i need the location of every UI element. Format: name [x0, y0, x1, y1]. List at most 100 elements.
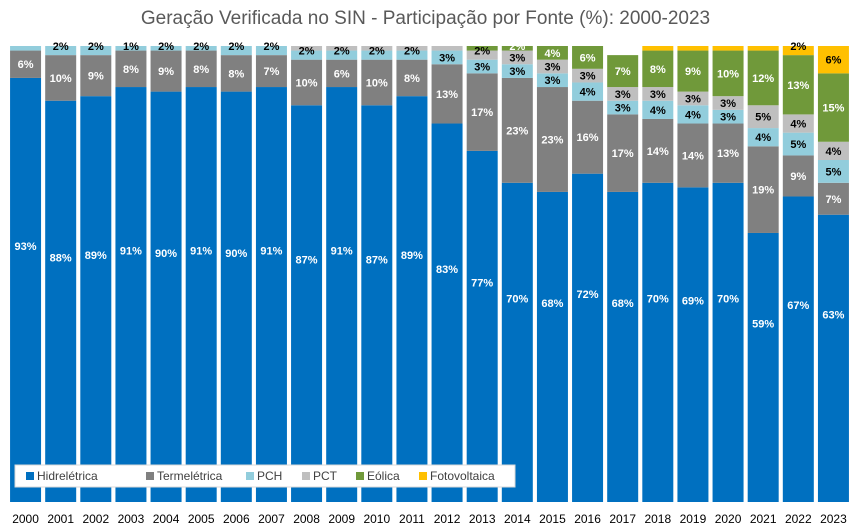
bar-hidreletrica-2014	[501, 182, 533, 503]
bar-termeletrica-2022	[782, 155, 814, 197]
label-eolica-2019: 9%	[685, 66, 701, 78]
bar-pch-2015	[536, 73, 568, 88]
bar-pch-2017	[607, 100, 639, 115]
bar-hidreletrica-2011	[396, 96, 428, 502]
bar-termeletrica-2013	[466, 73, 498, 151]
label-hidreletrica-2016: 72%	[577, 289, 599, 301]
bar-termeletrica-2012	[431, 64, 463, 124]
bar-fotovoltaica-2019	[677, 46, 709, 51]
bar-fotovoltaica-2020	[712, 46, 744, 51]
x-tick-2007: 2007	[258, 512, 285, 526]
bar-hidreletrica-2001	[45, 100, 77, 502]
label-pct-2019: 3%	[685, 93, 701, 105]
label-hidreletrica-2013: 77%	[471, 277, 493, 289]
x-tick-2006: 2006	[223, 512, 250, 526]
label-eolica-2020: 10%	[717, 68, 739, 80]
label-termeletrica-2012: 13%	[436, 89, 458, 101]
label-fotovoltaica-2023: 6%	[825, 55, 841, 67]
bar-termeletrica-2004	[150, 50, 182, 92]
x-tick-2003: 2003	[118, 512, 145, 526]
x-tick-2002: 2002	[82, 512, 109, 526]
bars	[10, 46, 849, 503]
bar-termeletrica-2010	[361, 59, 393, 106]
bar-pch-2018	[642, 100, 674, 119]
label-termeletrica-2011: 8%	[404, 73, 420, 85]
label-termeletrica-2015: 23%	[541, 134, 563, 146]
bar-pch-2022	[782, 132, 814, 156]
bar-eolica-2016	[572, 46, 604, 69]
x-tick-2004: 2004	[153, 512, 180, 526]
label-pch-2021: 4%	[755, 132, 771, 144]
label-pct-2013: 2%	[474, 46, 490, 58]
bar-termeletrica-2014	[501, 77, 533, 183]
bar-hidreletrica-2019	[677, 187, 709, 503]
legend-label-pct: PCT	[313, 469, 338, 483]
label-termeletrica-2001: 10%	[50, 73, 72, 85]
label-pch-2001: 2%	[53, 41, 69, 53]
label-hidreletrica-2014: 70%	[506, 293, 528, 305]
bar-pch-2005	[185, 46, 217, 51]
bar-hidreletrica-2016	[572, 173, 604, 502]
bar-hidreletrica-2012	[431, 123, 463, 503]
bar-pct-2022	[782, 114, 814, 133]
label-pct-2016: 3%	[580, 71, 596, 83]
x-axis-ticks: 2000 2001 2002 2003 2004 2005 2006 2007 2008 2009…	[12, 512, 847, 526]
label-hidreletrica-2003: 91%	[120, 246, 142, 258]
bar-hidreletrica-2000	[10, 77, 42, 503]
bar-hidreletrica-2007	[255, 87, 287, 502]
label-pch-2012: 3%	[439, 52, 455, 64]
bar-pct-2015	[536, 59, 568, 74]
bar-pch-2007	[255, 46, 287, 56]
bar-termeletrica-2017	[607, 114, 639, 192]
bar-termeletrica-2008	[291, 59, 323, 106]
label-hidreletrica-2000: 93%	[15, 241, 37, 253]
bar-pch-2010	[361, 50, 393, 60]
bar-hidreletrica-2017	[607, 191, 639, 503]
bar-pct-2010	[361, 46, 393, 51]
label-pct-2021: 5%	[755, 112, 771, 124]
label-pch-2011: 2%	[404, 46, 420, 58]
label-pch-2007: 2%	[263, 41, 279, 53]
label-pch-2005: 2%	[193, 41, 209, 53]
legend-label-eolica: Eólica	[367, 469, 400, 483]
legend-label-fotovoltaica: Fotovoltaica	[430, 469, 495, 483]
bar-termeletrica-2011	[396, 59, 428, 97]
legend-label-pch: PCH	[257, 469, 282, 483]
legend-label-termeletrica: Termelétrica	[157, 469, 223, 483]
label-pch-2004: 2%	[158, 41, 174, 53]
bar-pch-2004	[150, 46, 182, 51]
bar-fotovoltaica-2022	[782, 46, 814, 56]
bar-eolica-2013	[466, 46, 498, 51]
bar-termeletrica-2003	[115, 50, 147, 88]
bar-fotovoltaica-2021	[747, 46, 779, 51]
label-termeletrica-2006: 8%	[228, 68, 244, 80]
bar-termeletrica-2005	[185, 50, 217, 88]
label-hidreletrica-2012: 83%	[436, 264, 458, 276]
label-eolica-2023: 15%	[822, 103, 844, 115]
bar-pct-2021	[747, 105, 779, 129]
label-termeletrica-2000: 6%	[18, 59, 34, 71]
label-termeletrica-2017: 17%	[612, 148, 634, 160]
bar-pct-2013	[466, 50, 498, 60]
label-eolica-2016: 6%	[580, 52, 596, 64]
label-termeletrica-2020: 13%	[717, 148, 739, 160]
label-hidreletrica-2015: 68%	[541, 298, 563, 310]
legend-swatch-pct	[302, 472, 310, 480]
label-hidreletrica-2018: 70%	[647, 293, 669, 305]
legend-box	[14, 464, 516, 488]
bar-hidreletrica-2009	[326, 87, 358, 502]
label-termeletrica-2002: 9%	[88, 71, 104, 83]
bar-pch-2023	[817, 160, 849, 183]
bar-hidreletrica-2018	[642, 182, 674, 503]
label-pch-2018: 4%	[650, 105, 666, 117]
bar-eolica-2021	[747, 50, 779, 106]
label-termeletrica-2010: 10%	[366, 77, 388, 89]
bar-pct-2018	[642, 87, 674, 101]
bar-termeletrica-2020	[712, 123, 744, 183]
chart-title: Geração Verificada no SIN - Participação…	[141, 8, 710, 29]
bar-pch-2013	[466, 59, 498, 74]
data-labels: 93% 6% 88% 10% 2% 89% 9% 2% 91% 8% 1% 90% 9% 2% 91% 8% 2…	[15, 41, 845, 330]
bar-eolica-2014	[501, 46, 533, 51]
label-pch-2014: 3%	[509, 66, 525, 78]
x-tick-2010: 2010	[363, 512, 390, 526]
